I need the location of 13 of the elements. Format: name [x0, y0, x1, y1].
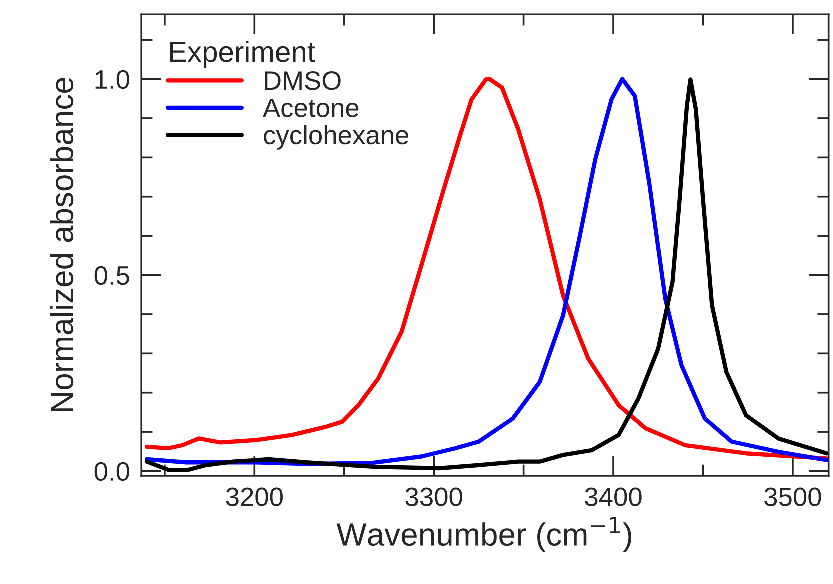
legend-label: cyclohexane	[264, 125, 409, 150]
legend-label: DMSO	[265, 72, 341, 90]
x-tick-label: 3400	[585, 488, 642, 506]
y-tick-label: 1.0	[96, 70, 130, 90]
legend-title: Experiment	[170, 40, 316, 68]
y-axis-title: Normalized absorbance	[50, 78, 74, 412]
x-tick-label: 3500	[764, 488, 822, 506]
y-tick-label: 0.0	[94, 462, 130, 482]
x-tick-label: 3300	[406, 488, 462, 506]
legend-label: Acetone	[263, 99, 359, 118]
x-axis-title: Wavenumber (cm$^{−1}$)	[336, 517, 632, 552]
y-tick-label: 0.5	[94, 266, 130, 286]
x-tick-label: 3200	[226, 488, 283, 506]
